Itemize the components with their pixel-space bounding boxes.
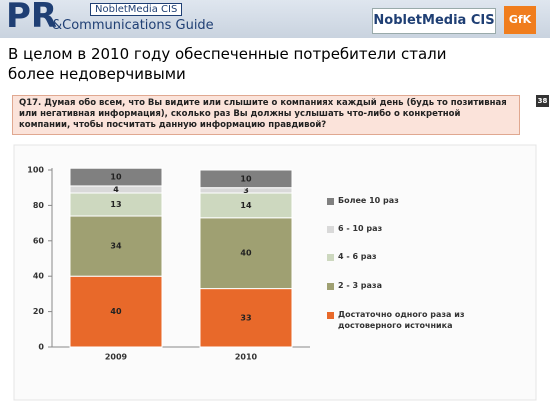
bar-segment	[199, 288, 293, 348]
bar-segment	[69, 275, 163, 348]
question-box: Q17. Думая обо всем, что Вы видите или с…	[12, 95, 520, 135]
legend-label: Более 10 раз	[338, 196, 399, 205]
legend-swatch	[327, 312, 334, 319]
value-label: 10	[110, 173, 122, 182]
bar-segment	[199, 217, 293, 290]
legend-swatch	[327, 254, 334, 261]
value-label: 40	[110, 307, 122, 316]
legend-label: 6 - 10 раз	[338, 224, 383, 233]
value-label: 40	[240, 249, 252, 258]
logo-main: PR	[6, 0, 58, 36]
x-tick-label: 2009	[105, 353, 128, 362]
legend-swatch	[327, 198, 334, 205]
value-label: 33	[240, 313, 251, 322]
y-tick-label: 0	[38, 343, 44, 352]
bar-segment	[69, 215, 163, 277]
slide-title: В целом в 2010 году обеспеченные потреби…	[8, 45, 447, 83]
legend-label: Достаточно одного раза из достоверного и…	[338, 310, 465, 330]
legend-label: 4 - 6 раз	[338, 252, 377, 261]
value-label: 4	[113, 185, 119, 194]
value-label: 10	[240, 174, 252, 183]
legend-label: 2 - 3 раза	[338, 281, 382, 290]
value-label: 3	[243, 186, 249, 195]
y-tick-label: 100	[27, 166, 44, 175]
bar-segment	[69, 167, 163, 187]
page-number: 38	[536, 95, 549, 107]
logo-tag: NobletMedia CIS	[90, 3, 183, 16]
y-tick-label: 60	[33, 236, 45, 245]
value-label: 14	[240, 201, 252, 210]
logo-sub: &Communications Guide	[52, 18, 214, 33]
legend-swatch	[327, 226, 334, 233]
x-tick-label: 2010	[235, 353, 258, 362]
value-label: 13	[110, 200, 121, 209]
y-tick-label: 40	[33, 272, 45, 281]
gfk-logo: GfK	[504, 6, 536, 34]
y-tick-label: 20	[33, 307, 45, 316]
bar-segment	[199, 192, 293, 219]
legend-swatch	[327, 283, 334, 290]
right-logo: NobletMedia CIS	[372, 8, 496, 34]
value-label: 34	[110, 242, 122, 251]
y-tick-label: 80	[33, 201, 45, 210]
bar-segment	[199, 169, 293, 189]
